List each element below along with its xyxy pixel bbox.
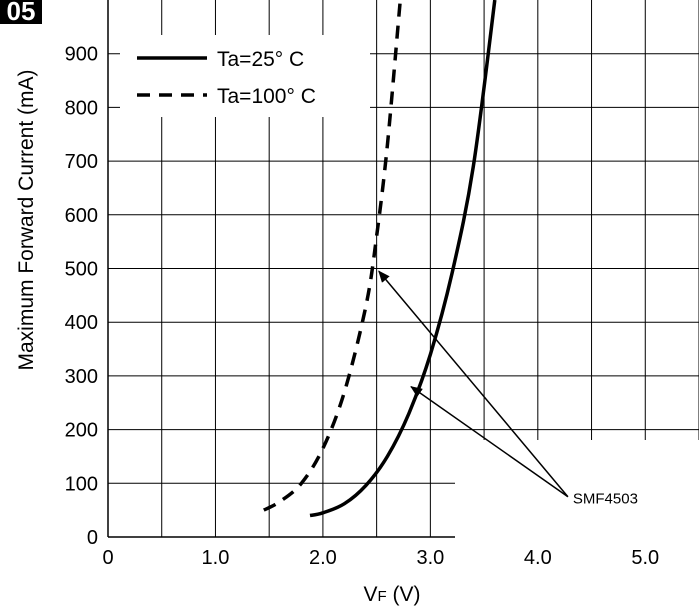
x-tick-label-5: 5.0 bbox=[631, 547, 659, 569]
legend: Ta=25° C Ta=100° C bbox=[120, 35, 370, 117]
annotation-background bbox=[455, 440, 699, 540]
series-line-ta25 bbox=[309, 0, 497, 518]
y-tick-label-4: 400 bbox=[65, 312, 98, 334]
x-tick-label-2: 2.0 bbox=[309, 547, 337, 569]
legend-label-ta100: Ta=100° C bbox=[217, 85, 316, 108]
x-axis-label: VF (V) bbox=[363, 583, 420, 606]
y-axis-label: Maximum Forward Current (mA) bbox=[15, 69, 38, 370]
x-tick-label-3: 3.0 bbox=[416, 547, 444, 569]
y-tick-label-0: 0 bbox=[87, 527, 98, 549]
y-tick-label-8: 800 bbox=[65, 97, 98, 119]
y-tick-labels: 0 100 200 300 400 500 600 700 800 900 bbox=[65, 44, 98, 549]
x-tick-label-1: 1.0 bbox=[202, 547, 230, 569]
figure-badge-text: 05 bbox=[7, 0, 36, 26]
y-tick-label-1: 100 bbox=[65, 473, 98, 495]
y-tick-label-9: 900 bbox=[65, 44, 98, 66]
x-tick-label-4: 4.0 bbox=[524, 547, 552, 569]
annotation-arrow-1 bbox=[410, 386, 569, 498]
legend-background bbox=[120, 35, 370, 117]
annotation: SMF4503 bbox=[378, 270, 638, 508]
x-tick-labels: 0 1.0 2.0 3.0 4.0 5.0 bbox=[102, 547, 659, 569]
annotation-label: SMF4503 bbox=[573, 491, 638, 508]
y-tick-label-3: 300 bbox=[65, 366, 98, 388]
annotation-arrow-0 bbox=[378, 270, 569, 498]
y-tick-label-7: 700 bbox=[65, 151, 98, 173]
y-tick-label-2: 200 bbox=[65, 420, 98, 442]
x-tick-label-0: 0 bbox=[102, 547, 113, 569]
legend-label-ta25: Ta=25° C bbox=[217, 48, 304, 71]
series-lines bbox=[262, 0, 497, 518]
series-line-ta100 bbox=[262, 0, 403, 512]
y-tick-label-6: 600 bbox=[65, 205, 98, 227]
figure-badge: 05 bbox=[0, 0, 42, 26]
y-tick-label-5: 500 bbox=[65, 259, 98, 281]
